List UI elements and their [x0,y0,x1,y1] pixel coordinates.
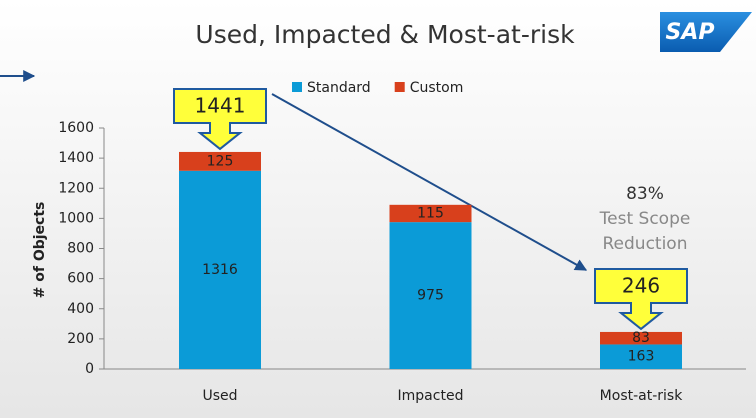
data-label: 83 [632,330,650,346]
y-tick-label: 400 [67,301,94,317]
logo-box [660,12,752,52]
legend-swatch [292,82,302,92]
legend-swatch [394,82,405,92]
callout-label: 246 [622,273,660,297]
y-tick-label: 0 [85,361,94,377]
callout-label: 1441 [195,93,246,117]
legend-label: Custom [410,80,464,96]
annotation: Reduction [603,234,688,254]
annotation: Test Scope [599,209,691,229]
callout [173,87,267,151]
x-tick-label: Impacted [398,388,464,404]
y-axis-label: # of Objects [32,202,48,299]
y-tick-label: 800 [67,241,94,257]
y-tick-label: 1200 [58,180,94,196]
legend-label: Standard [307,80,371,96]
y-tick-label: 200 [67,331,94,347]
chart-title: Used, Impacted & Most-at-risk [195,20,575,49]
y-tick-label: 1000 [58,210,94,226]
data-label: 1316 [202,262,238,278]
y-tick-label: 1600 [58,120,94,136]
data-label: 975 [417,288,444,304]
y-tick-label: 1400 [58,150,94,166]
bar-segment [600,344,682,369]
bar-segment [179,170,261,369]
bar-segment [389,204,472,223]
data-label: 125 [207,153,234,169]
reduction-arrow [271,93,588,271]
bar-segment [600,331,682,345]
annotation: 83% [626,184,664,204]
x-tick-label: Most-at-risk [600,388,684,404]
x-tick-label: Used [202,388,237,404]
data-label: 163 [628,349,655,365]
bar-segment [389,222,472,369]
logo: SAP [666,20,715,45]
y-tick-label: 600 [67,271,94,287]
callout [594,267,688,331]
data-label: 115 [417,205,444,221]
bar-segment [179,151,261,171]
